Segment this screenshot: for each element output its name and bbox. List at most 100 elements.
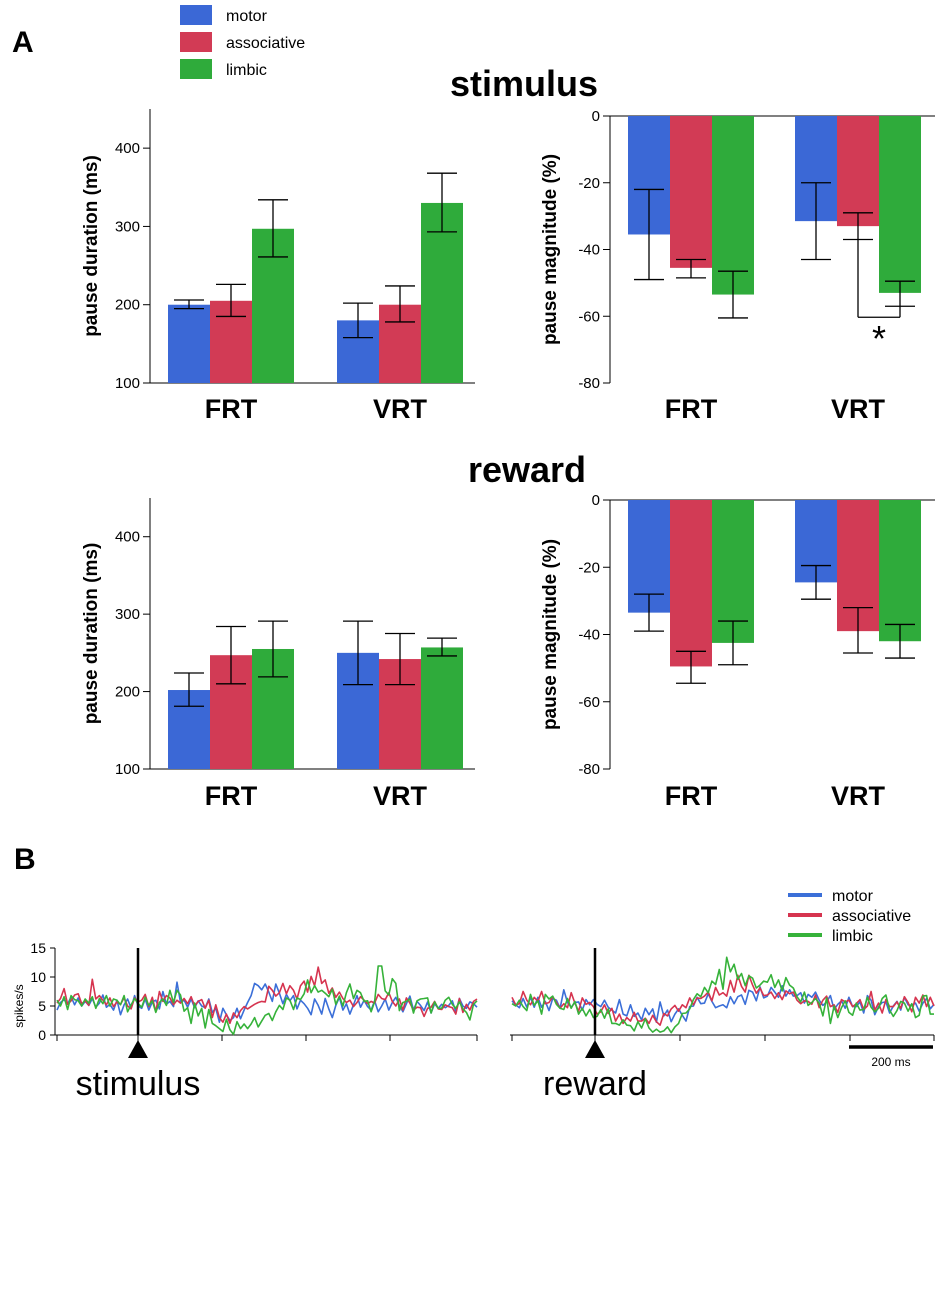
psth-line-associative (56, 966, 478, 1025)
section-title-reward: reward (468, 449, 586, 490)
error-bar-motor-VRT (801, 564, 831, 600)
event-marker-triangle (128, 1040, 148, 1058)
bar-limbic-FRT (712, 116, 754, 295)
psth-line-limbic (56, 965, 478, 1036)
y-axis-label: pause duration (ms) (81, 543, 102, 725)
legend-b-label-motor: motor (832, 888, 874, 905)
error-bar-limbic-VRT (427, 172, 457, 233)
category-label-FRT: FRT (205, 781, 258, 811)
event-marker-triangle (585, 1040, 605, 1058)
y-tick-label: 0 (592, 492, 600, 509)
y-tick-label: 400 (115, 140, 140, 157)
legend-a-swatch-associative (180, 32, 212, 52)
error-bar-associative-FRT (216, 625, 246, 685)
error-bar-associative-VRT (385, 632, 415, 686)
psth-y-axis-label: spikes/s (12, 984, 26, 1027)
y-tick-label: 200 (115, 297, 140, 314)
psth-line-limbic (511, 956, 934, 1034)
y-axis-label: pause magnitude (%) (540, 154, 561, 345)
bar-limbic-VRT (421, 202, 463, 383)
bar-limbic-VRT (421, 647, 463, 769)
legend-a-label-associative: associative (226, 35, 305, 52)
error-bar-motor-VRT (343, 620, 373, 686)
y-tick-label: 300 (115, 606, 140, 623)
panel-label-b: B (14, 843, 36, 876)
bar-chart-stim-duration: 100 200 300 400 pause duration (ms) FRT VRT (81, 109, 475, 424)
legend-b-label-limbic: limbic (832, 928, 873, 945)
error-bar-associative-FRT (676, 258, 706, 279)
y-tick-label: 0 (592, 108, 600, 125)
legend-a-swatch-motor (180, 5, 212, 25)
error-bar-limbic-FRT (718, 620, 748, 666)
y-tick-label: -40 (578, 627, 600, 644)
y-tick-label: 300 (115, 218, 140, 235)
y-tick-label: -20 (578, 559, 600, 576)
category-label-FRT: FRT (205, 394, 258, 424)
scale-bar-label: 200 ms (871, 1055, 910, 1069)
y-tick-label: 100 (115, 375, 140, 392)
bar-limbic-VRT (879, 500, 921, 642)
event-label-reward: reward (543, 1065, 647, 1103)
category-label-VRT: VRT (373, 394, 428, 424)
category-label-VRT: VRT (831, 781, 886, 811)
error-bar-motor-FRT (174, 672, 204, 707)
bar-limbic-FRT (712, 500, 754, 643)
legend-b: motor associative limbic (788, 888, 911, 945)
panel-label-a: A (12, 26, 34, 59)
y-tick-label: 200 (115, 684, 140, 701)
psth-panel-stimulus: stimulus (55, 948, 478, 1103)
error-bar-limbic-VRT (427, 637, 457, 657)
y-tick-label: -60 (578, 308, 600, 325)
bar-limbic-VRT (879, 116, 921, 293)
error-bar-associative-VRT (385, 285, 415, 323)
significance-asterisk: * (872, 318, 886, 359)
bar-charts: 100 200 300 400 pause duration (ms) FRT VRT 0 -2… (81, 108, 935, 811)
error-bar-motor-FRT (634, 593, 664, 632)
significance-bracket (857, 239, 901, 318)
category-label-VRT: VRT (373, 781, 428, 811)
y-tick-label: -80 (578, 761, 600, 778)
legend-b-label-associative: associative (832, 908, 911, 925)
category-label-FRT: FRT (665, 781, 718, 811)
error-bar-limbic-FRT (258, 199, 288, 258)
error-bar-limbic-FRT (718, 270, 748, 319)
psth-panel-reward: reward (510, 948, 935, 1103)
category-label-VRT: VRT (831, 394, 886, 424)
y-tick-label: -40 (578, 242, 600, 259)
y-tick-label: -80 (578, 375, 600, 392)
legend-a-label-motor: motor (226, 8, 268, 25)
bar-associative-VRT (837, 116, 879, 227)
legend-a-label-limbic: limbic (226, 62, 267, 79)
error-bar-associative-VRT (843, 606, 873, 654)
y-tick-label: -20 (578, 175, 600, 192)
bar-associative-FRT (670, 116, 712, 268)
bar-chart-stim-magnitude: 0 -20 -40 -60 -80 pause magnitude (%) FRT VRT * (540, 108, 935, 424)
psth-y-tick-label: 15 (30, 940, 46, 956)
category-label-FRT: FRT (665, 394, 718, 424)
event-label-stimulus: stimulus (76, 1065, 201, 1103)
y-tick-label: 400 (115, 529, 140, 546)
psth-chart: 0 5 10 15 spikes/s stimulus reward 200 ms motor a… (12, 888, 935, 1103)
psth-line-motor (56, 981, 478, 1024)
y-axis-label: pause magnitude (%) (540, 539, 561, 730)
error-bar-motor-FRT (174, 299, 204, 310)
bar-motor-FRT (168, 304, 210, 383)
error-bar-motor-FRT (634, 188, 664, 281)
legend-a: motor associative limbic (180, 5, 305, 79)
error-bar-limbic-VRT (885, 623, 915, 659)
section-title-stimulus: stimulus (450, 63, 598, 104)
y-axis-label: pause duration (ms) (81, 155, 102, 337)
psth-y-tick-label: 0 (38, 1027, 46, 1043)
bar-chart-rew-magnitude: 0 -20 -40 -60 -80 pause magnitude (%) FRT VRT (540, 492, 935, 811)
error-bar-associative-FRT (216, 283, 246, 318)
error-bar-motor-VRT (343, 302, 373, 339)
error-bar-associative-FRT (676, 650, 706, 684)
y-tick-label: -60 (578, 694, 600, 711)
bar-associative-FRT (670, 500, 712, 667)
legend-a-swatch-limbic (180, 59, 212, 79)
error-bar-limbic-FRT (258, 620, 288, 678)
error-bar-motor-VRT (801, 182, 831, 261)
psth-y-tick-label: 10 (30, 969, 46, 985)
